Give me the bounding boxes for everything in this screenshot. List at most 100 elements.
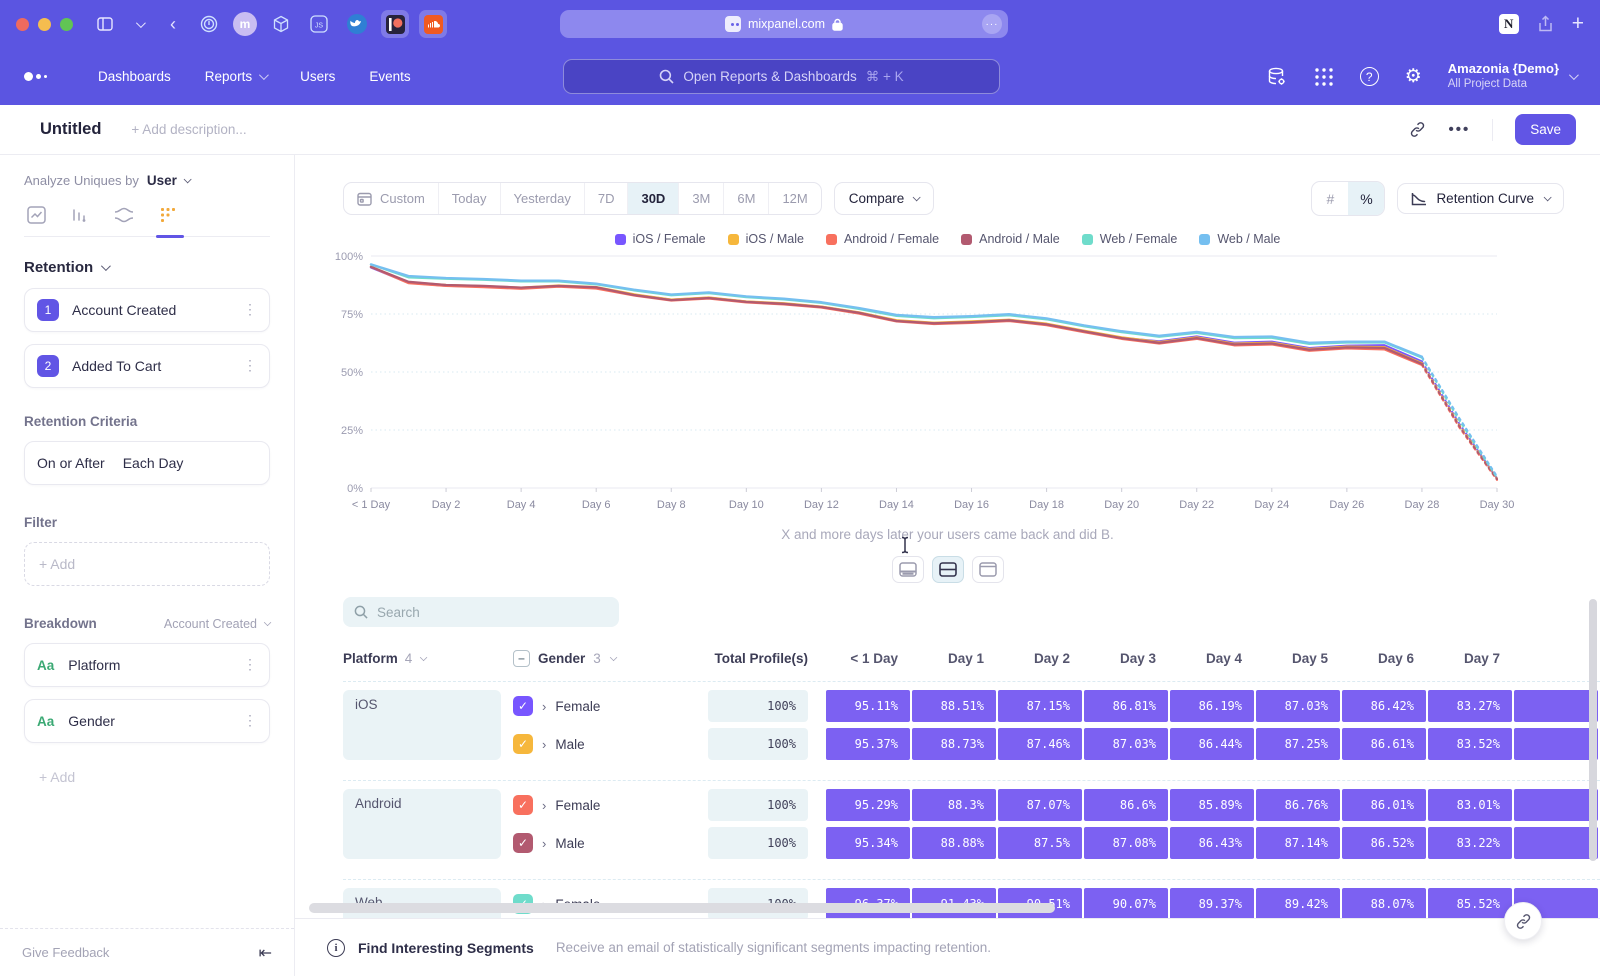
series-checkbox[interactable]: ✓	[513, 734, 533, 754]
settings-gear-icon[interactable]: ⚙	[1405, 65, 1422, 88]
expand-row-icon[interactable]: ›	[542, 798, 546, 813]
day-column-header[interactable]: Day 5	[1256, 651, 1340, 666]
date-range-today[interactable]: Today	[439, 183, 501, 214]
retention-value-cell[interactable]: 86.81%	[1084, 690, 1168, 722]
day-column-header[interactable]: Day 6	[1342, 651, 1426, 666]
address-bar[interactable]: mixpanel.com ···	[560, 10, 1008, 38]
retention-value-cell[interactable]: 87.03%	[1084, 728, 1168, 760]
copy-link-button[interactable]	[1409, 121, 1426, 138]
add-breakdown-button[interactable]: + Add	[24, 755, 270, 799]
platform-cell[interactable]: Android	[343, 789, 501, 859]
nav-item-dashboards[interactable]: Dashboards	[81, 69, 188, 84]
report-title[interactable]: Untitled	[40, 120, 101, 139]
minimize-window-button[interactable]	[38, 18, 51, 31]
series-checkbox[interactable]: ✓	[513, 696, 533, 716]
retention-value-cell[interactable]: 88.07%	[1342, 888, 1426, 918]
retention-value-cell[interactable]: 85.89%	[1170, 789, 1254, 821]
table-only-view-button[interactable]	[972, 556, 1004, 583]
tab-icon-box[interactable]	[267, 10, 295, 38]
day-column-header[interactable]: Day 4	[1170, 651, 1254, 666]
retention-criteria-card[interactable]: On or After Each Day	[24, 441, 270, 485]
tab-icon-soundcloud[interactable]	[419, 10, 447, 38]
date-range-6m[interactable]: 6M	[724, 183, 769, 214]
table-search-input[interactable]: Search	[343, 597, 619, 627]
retention-value-cell[interactable]: 90.07%	[1084, 888, 1168, 918]
retention-section-title[interactable]: Retention	[24, 259, 93, 276]
retention-value-cell[interactable]: 87.15%	[998, 690, 1082, 722]
date-range-yesterday[interactable]: Yesterday	[501, 183, 585, 214]
retention-value-cell[interactable]: 87.25%	[1256, 728, 1340, 760]
report-description-placeholder[interactable]: + Add description...	[131, 122, 246, 137]
more-options-button[interactable]: •••	[1448, 121, 1470, 138]
retention-value-cell[interactable]: 88.88%	[912, 827, 996, 859]
retention-value-cell[interactable]: 86.01%	[1342, 789, 1426, 821]
day-column-header[interactable]: Day 2	[998, 651, 1082, 666]
series-checkbox[interactable]: ✓	[513, 833, 533, 853]
date-range-3m[interactable]: 3M	[679, 183, 724, 214]
retention-value-cell[interactable]: 86.19%	[1170, 690, 1254, 722]
retention-value-cell[interactable]: 88.51%	[912, 690, 996, 722]
nav-item-users[interactable]: Users	[283, 69, 352, 84]
date-range-30d[interactable]: 30D	[628, 183, 679, 214]
gender-column-header[interactable]: – Gender 3	[513, 650, 708, 667]
kebab-menu-icon[interactable]: ⋮	[243, 661, 257, 669]
kebab-menu-icon[interactable]: ⋮	[243, 717, 257, 725]
tab-icon-patreon[interactable]	[381, 10, 409, 38]
tab-insights[interactable]	[24, 204, 48, 226]
tab-icon-onepassword[interactable]	[195, 10, 223, 38]
retention-value-cell[interactable]: 87.46%	[998, 728, 1082, 760]
tab-retention-active[interactable]	[156, 204, 180, 226]
horizontal-scrollbar[interactable]	[309, 903, 1055, 913]
retention-value-cell[interactable]: 86.42%	[1342, 690, 1426, 722]
project-switcher[interactable]: Amazonia {Demo} All Project Data	[1448, 61, 1576, 92]
legend-item[interactable]: Android / Female	[826, 232, 939, 246]
retention-step-2[interactable]: 2 Added To Cart ⋮	[24, 344, 270, 388]
expand-row-icon[interactable]: ›	[542, 836, 546, 851]
split-view-button[interactable]	[932, 556, 964, 583]
retention-value-cell[interactable]: 88.3%	[912, 789, 996, 821]
nav-item-reports[interactable]: Reports	[188, 69, 283, 84]
retention-value-cell[interactable]: 86.44%	[1170, 728, 1254, 760]
retention-step-1[interactable]: 1 Account Created ⋮	[24, 288, 270, 332]
indeterminate-checkbox[interactable]: –	[513, 650, 530, 667]
retention-value-cell[interactable]: 87.5%	[998, 827, 1082, 859]
new-tab-button[interactable]: +	[1572, 12, 1584, 36]
retention-value-cell[interactable]: 87.08%	[1084, 827, 1168, 859]
retention-value-cell[interactable]: 86.61%	[1342, 728, 1426, 760]
retention-value-cell[interactable]: 83.52%	[1428, 728, 1512, 760]
day-column-header[interactable]: Day 7	[1428, 651, 1512, 666]
series-checkbox[interactable]: ✓	[513, 795, 533, 815]
save-button[interactable]: Save	[1515, 114, 1576, 145]
breakdown-gender[interactable]: Aa Gender ⋮	[24, 699, 270, 743]
extensions-button[interactable]: ···	[982, 14, 1002, 34]
retention-value-cell[interactable]: 95.29%	[826, 789, 910, 821]
retention-value-cell[interactable]: 88.73%	[912, 728, 996, 760]
retention-value-cell[interactable]: 86.76%	[1256, 789, 1340, 821]
legend-item[interactable]: iOS / Male	[728, 232, 804, 246]
retention-value-cell[interactable]: 89.42%	[1256, 888, 1340, 918]
legend-item[interactable]: Web / Female	[1082, 232, 1178, 246]
help-icon[interactable]: ?	[1360, 67, 1379, 86]
day-column-header[interactable]: Day 1	[912, 651, 996, 666]
retention-value-cell[interactable]: 83.27%	[1428, 690, 1512, 722]
zoom-window-button[interactable]	[60, 18, 73, 31]
compare-button[interactable]: Compare	[834, 182, 935, 215]
breakdown-scope-dropdown[interactable]: Account Created	[164, 617, 270, 631]
retention-value-cell[interactable]: 86.43%	[1170, 827, 1254, 859]
retention-value-cell[interactable]: 83.22%	[1428, 827, 1512, 859]
tab-icon-js[interactable]: JS	[305, 10, 333, 38]
retention-value-cell[interactable]: 85.52%	[1428, 888, 1512, 918]
share-icon[interactable]	[1537, 15, 1554, 33]
retention-value-cell[interactable]: 95.37%	[826, 728, 910, 760]
global-search-input[interactable]: Open Reports & Dashboards ⌘ + K	[563, 59, 1000, 94]
notion-icon[interactable]: N	[1499, 14, 1519, 34]
find-segments-title[interactable]: Find Interesting Segments	[358, 940, 534, 956]
chart-only-view-button[interactable]	[892, 556, 924, 583]
data-governance-icon[interactable]	[1266, 66, 1288, 88]
vertical-scrollbar[interactable]	[1589, 599, 1597, 861]
tab-funnels[interactable]	[68, 204, 92, 226]
share-link-fab[interactable]	[1504, 902, 1542, 940]
retention-value-cell[interactable]: 95.34%	[826, 827, 910, 859]
date-range-custom[interactable]: Custom	[344, 183, 439, 214]
tab-flows[interactable]	[112, 204, 136, 226]
